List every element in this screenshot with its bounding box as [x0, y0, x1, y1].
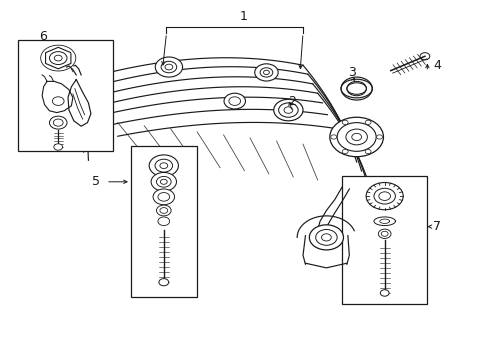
Text: 7: 7 — [432, 220, 440, 233]
Circle shape — [365, 149, 370, 154]
Bar — [131, 146, 196, 297]
Bar — [341, 176, 427, 304]
Circle shape — [342, 120, 347, 125]
Circle shape — [156, 205, 171, 216]
Bar — [18, 40, 113, 151]
Circle shape — [376, 135, 382, 139]
Circle shape — [49, 116, 67, 129]
Circle shape — [342, 149, 347, 154]
Circle shape — [366, 183, 403, 210]
Circle shape — [153, 189, 174, 205]
Circle shape — [378, 229, 390, 238]
Circle shape — [158, 193, 169, 201]
Text: 5: 5 — [92, 175, 100, 188]
Circle shape — [309, 225, 343, 250]
Circle shape — [156, 176, 171, 187]
Circle shape — [380, 290, 388, 296]
Circle shape — [330, 135, 336, 139]
Polygon shape — [45, 47, 71, 69]
Circle shape — [224, 93, 245, 109]
Text: 2: 2 — [288, 95, 296, 108]
Text: 1: 1 — [239, 10, 247, 23]
Circle shape — [54, 144, 62, 150]
Circle shape — [155, 57, 182, 77]
Circle shape — [419, 53, 429, 60]
Circle shape — [159, 279, 168, 286]
Text: 6: 6 — [39, 30, 47, 43]
Circle shape — [151, 172, 176, 191]
Text: 3: 3 — [347, 66, 355, 79]
Text: 4: 4 — [432, 59, 440, 72]
Circle shape — [340, 77, 371, 100]
Circle shape — [155, 159, 172, 172]
Circle shape — [254, 64, 278, 81]
Circle shape — [158, 217, 169, 226]
Circle shape — [329, 117, 383, 157]
Circle shape — [365, 120, 370, 125]
Circle shape — [52, 97, 64, 105]
Circle shape — [149, 155, 178, 176]
Circle shape — [273, 99, 303, 121]
